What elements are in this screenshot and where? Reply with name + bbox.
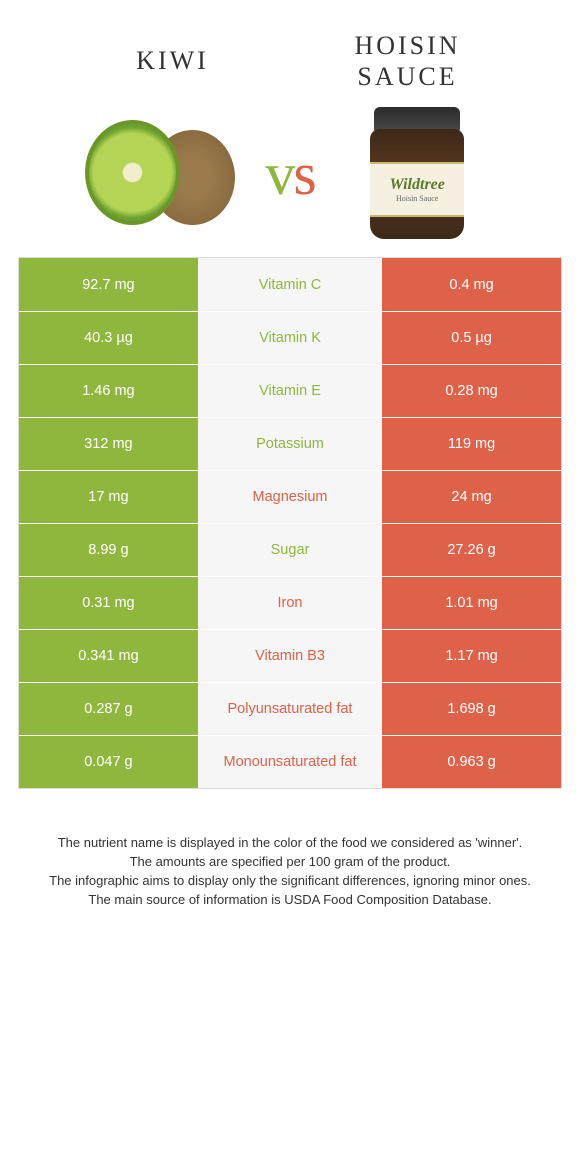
nutrient-label-cell: Monounsaturated fat <box>198 736 382 788</box>
nutrient-label-cell: Sugar <box>198 524 382 576</box>
nutrient-label-cell: Magnesium <box>198 471 382 523</box>
footer-notes: The nutrient name is displayed in the co… <box>30 834 550 909</box>
nutrient-label-cell: Vitamin K <box>198 312 382 364</box>
jar-subtitle: Hoisin Sauce <box>396 194 438 203</box>
left-value-cell: 0.341 mg <box>19 630 198 682</box>
header-row: Kiwi Hoisinsauce <box>0 0 580 112</box>
footer-note-line: The infographic aims to display only the… <box>30 872 550 891</box>
right-value-cell: 27.26 g <box>382 524 561 576</box>
nutrient-label-cell: Polyunsaturated fat <box>198 683 382 735</box>
footer-note-line: The nutrient name is displayed in the co… <box>30 834 550 853</box>
right-value-cell: 24 mg <box>382 471 561 523</box>
left-value-cell: 312 mg <box>19 418 198 470</box>
left-value-cell: 0.287 g <box>19 683 198 735</box>
right-food-title: Hoisinsauce <box>290 30 525 92</box>
right-value-cell: 0.28 mg <box>382 365 561 417</box>
table-row: 0.047 gMonounsaturated fat0.963 g <box>19 735 561 788</box>
left-value-cell: 92.7 mg <box>19 258 198 311</box>
nutrient-label-cell: Vitamin E <box>198 365 382 417</box>
left-value-cell: 0.31 mg <box>19 577 198 629</box>
kiwi-icon <box>85 120 240 230</box>
right-value-cell: 0.963 g <box>382 736 561 788</box>
right-value-cell: 1.01 mg <box>382 577 561 629</box>
right-value-cell: 119 mg <box>382 418 561 470</box>
table-row: 312 mgPotassium119 mg <box>19 417 561 470</box>
right-food-title-text: Hoisinsauce <box>354 31 460 91</box>
left-value-cell: 17 mg <box>19 471 198 523</box>
table-row: 0.341 mgVitamin B31.17 mg <box>19 629 561 682</box>
kiwi-image <box>85 117 240 232</box>
right-value-cell: 0.5 µg <box>382 312 561 364</box>
table-row: 40.3 µgVitamin K0.5 µg <box>19 311 561 364</box>
right-value-cell: 1.698 g <box>382 683 561 735</box>
table-row: 1.46 mgVitamin E0.28 mg <box>19 364 561 417</box>
vs-label: vs <box>265 140 314 209</box>
table-row: 0.31 mgIron1.01 mg <box>19 576 561 629</box>
table-row: 92.7 mgVitamin C0.4 mg <box>19 258 561 311</box>
nutrient-label-cell: Vitamin B3 <box>198 630 382 682</box>
jar-brand: Wildtree <box>389 176 444 194</box>
right-value-cell: 1.17 mg <box>382 630 561 682</box>
nutrient-label-cell: Iron <box>198 577 382 629</box>
nutrient-label-cell: Potassium <box>198 418 382 470</box>
left-value-cell: 1.46 mg <box>19 365 198 417</box>
left-value-cell: 40.3 µg <box>19 312 198 364</box>
table-row: 8.99 gSugar27.26 g <box>19 523 561 576</box>
footer-note-line: The amounts are specified per 100 gram o… <box>30 853 550 872</box>
left-value-cell: 0.047 g <box>19 736 198 788</box>
left-value-cell: 8.99 g <box>19 524 198 576</box>
table-row: 0.287 gPolyunsaturated fat1.698 g <box>19 682 561 735</box>
nutrition-table: 92.7 mgVitamin C0.4 mg40.3 µgVitamin K0.… <box>18 257 562 789</box>
nutrient-label-cell: Vitamin C <box>198 258 382 311</box>
left-food-title: Kiwi <box>55 46 290 76</box>
right-value-cell: 0.4 mg <box>382 258 561 311</box>
images-row: vs Wildtree Hoisin Sauce <box>0 112 580 257</box>
jar-icon: Wildtree Hoisin Sauce <box>362 107 472 242</box>
table-row: 17 mgMagnesium24 mg <box>19 470 561 523</box>
hoisin-image: Wildtree Hoisin Sauce <box>340 117 495 232</box>
footer-note-line: The main source of information is USDA F… <box>30 891 550 910</box>
